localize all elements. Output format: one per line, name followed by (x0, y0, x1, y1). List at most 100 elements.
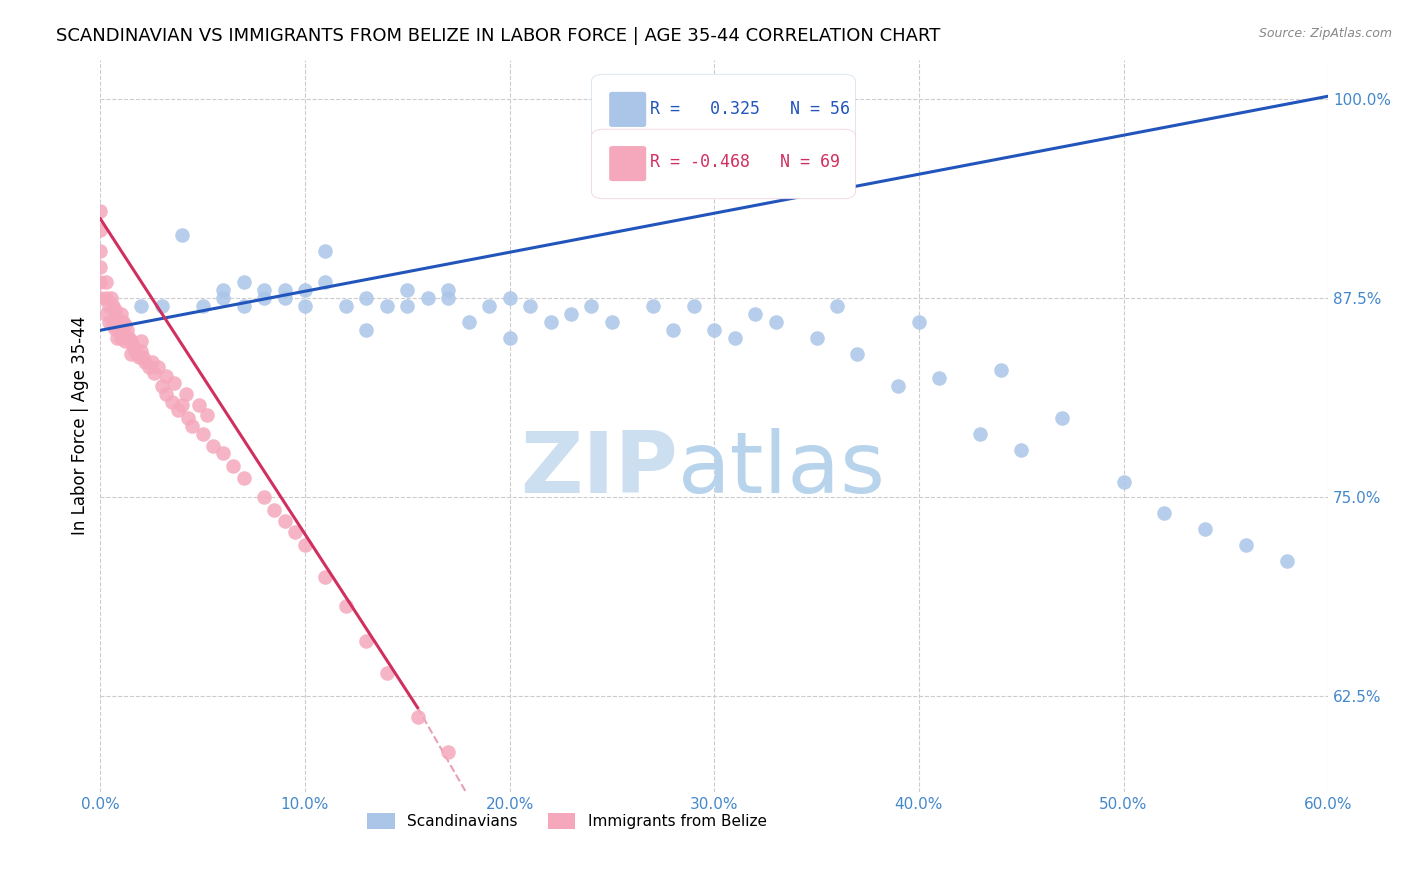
Point (105, 312, 128, 326)
Point (160, 395, 183, 409)
Point (89, 223, 111, 237)
Point (201, 440, 224, 454)
Point (181, 418, 204, 433)
Point (110, 318, 132, 333)
Point (176, 387, 198, 401)
Point (177, 410, 200, 425)
Point (89, 244, 111, 258)
Point (744, 307, 766, 321)
Point (294, 538, 316, 552)
Point (191, 426, 214, 441)
Point (129, 343, 152, 358)
Point (581, 299, 603, 313)
Point (498, 331, 520, 345)
Point (101, 318, 124, 333)
Point (222, 458, 245, 473)
Point (437, 745, 460, 759)
Point (96, 292, 118, 306)
Point (356, 633, 378, 648)
Point (212, 284, 235, 298)
Point (142, 366, 165, 380)
Point (457, 315, 479, 329)
Point (167, 402, 190, 417)
Point (375, 299, 398, 313)
Point (120, 347, 142, 361)
Point (89, 292, 111, 306)
Point (846, 347, 869, 361)
Point (1153, 506, 1175, 520)
FancyBboxPatch shape (592, 129, 855, 199)
Point (191, 299, 214, 313)
Point (263, 503, 285, 517)
Point (806, 331, 828, 345)
Point (155, 387, 177, 401)
Point (232, 276, 254, 290)
Point (129, 334, 152, 349)
Text: Source: ZipAtlas.com: Source: ZipAtlas.com (1258, 27, 1392, 40)
Point (406, 710, 429, 724)
Point (150, 299, 173, 313)
Point (1234, 538, 1257, 552)
Point (101, 299, 124, 313)
Point (887, 379, 910, 393)
Point (600, 315, 623, 329)
FancyBboxPatch shape (592, 74, 855, 144)
Point (1277, 554, 1299, 568)
Point (97, 315, 120, 329)
Point (187, 398, 209, 412)
Point (990, 363, 1012, 377)
Point (107, 318, 129, 333)
Legend: Scandinavians, Immigrants from Belize: Scandinavians, Immigrants from Belize (361, 807, 773, 836)
Point (273, 514, 295, 528)
Point (273, 284, 295, 298)
Point (396, 284, 419, 298)
Point (314, 570, 336, 584)
Point (498, 292, 520, 306)
Point (703, 323, 725, 337)
Point (124, 343, 146, 358)
Point (115, 323, 138, 337)
Point (1112, 475, 1135, 489)
Point (96, 307, 118, 321)
Point (150, 379, 173, 393)
Text: SCANDINAVIAN VS IMMIGRANTS FROM BELIZE IN LABOR FORCE | AGE 35-44 CORRELATION CH: SCANDINAVIAN VS IMMIGRANTS FROM BELIZE I… (56, 27, 941, 45)
Point (253, 284, 276, 298)
Point (195, 408, 218, 422)
Point (89, 203, 111, 218)
Point (396, 299, 419, 313)
Point (89, 260, 111, 274)
Text: R = -0.468   N = 69: R = -0.468 N = 69 (651, 153, 841, 171)
Point (146, 359, 169, 374)
Point (138, 359, 160, 374)
Point (100, 292, 122, 306)
Point (212, 292, 235, 306)
Point (682, 299, 704, 313)
Point (478, 299, 501, 313)
Point (969, 426, 991, 441)
Point (129, 299, 152, 313)
Point (127, 347, 149, 361)
Point (110, 307, 132, 321)
Point (104, 302, 127, 317)
Point (356, 292, 378, 306)
Point (335, 299, 357, 313)
Point (120, 334, 142, 349)
Point (314, 244, 336, 258)
Point (122, 339, 145, 353)
Point (128, 351, 150, 365)
Point (908, 315, 931, 329)
Point (356, 323, 378, 337)
Point (172, 398, 194, 412)
Text: ZIP: ZIP (520, 428, 678, 511)
Point (134, 355, 156, 369)
Point (375, 665, 398, 680)
Point (96, 276, 118, 290)
Point (163, 376, 186, 390)
Point (253, 491, 276, 505)
Point (662, 323, 685, 337)
Point (253, 292, 276, 306)
Point (724, 331, 747, 345)
Point (560, 307, 582, 321)
Point (314, 276, 336, 290)
Point (416, 292, 439, 306)
